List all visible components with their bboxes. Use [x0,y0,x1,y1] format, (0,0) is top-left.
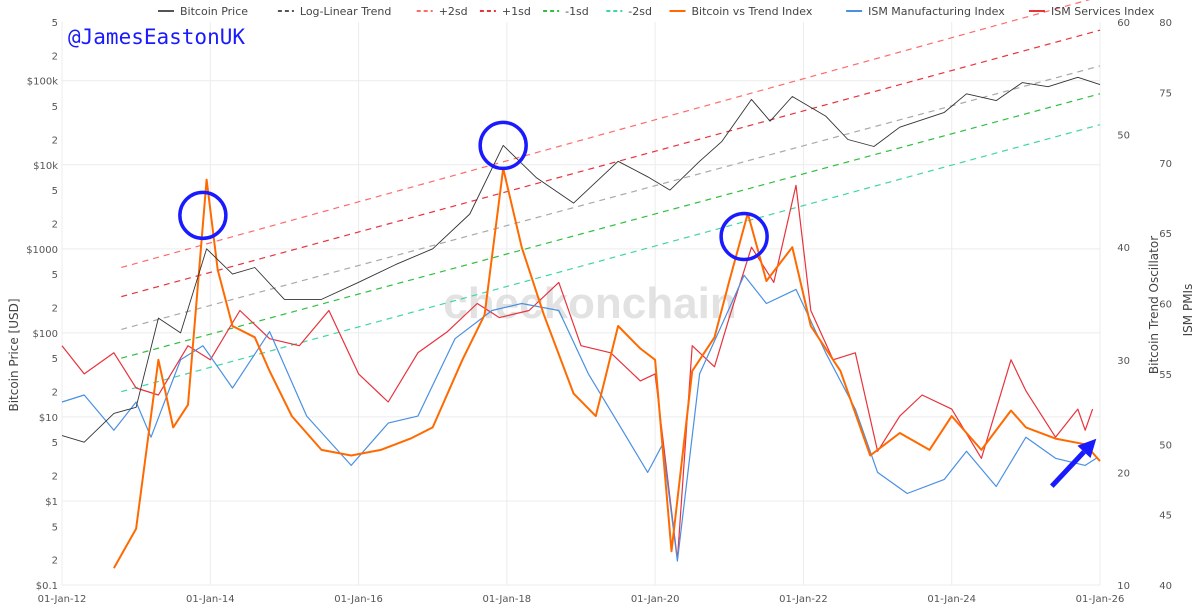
legend: Bitcoin Price Log-Linear Trend +2sd +1sd -1s… [158,5,1155,18]
highlight-circle [178,190,228,241]
price-minor-tick-label: 2 [52,220,58,231]
price-tick-label: $10 [39,413,58,424]
series-line [61,274,1097,562]
series-group [61,76,1101,569]
legend-label: -2sd [628,5,652,18]
pmi-tick-label: 55 [1159,370,1172,381]
price-minor-tick-label: 5 [52,18,58,29]
pmi-tick-label: 40 [1159,581,1172,592]
annotations [178,120,1097,488]
price-minor-tick-label: 5 [52,102,58,113]
price-minor-tick-label: 2 [52,388,58,399]
x-tick-label: 01-Jan-20 [631,594,680,605]
price-axis-title: Bitcoin Price [USD] [7,298,21,411]
pmi-tick-label: 70 [1159,159,1172,170]
price-tick-label: $100 [33,329,58,340]
price-tick-label: $0.1 [36,581,58,592]
oscillator-tick-label: 10 [1117,581,1130,592]
series-line [113,167,1101,569]
oscillator-tick-label: 40 [1117,243,1130,254]
series-line [61,76,1101,443]
trend-band-line [121,93,1101,359]
price-minor-tick-label: 5 [52,354,58,365]
arrow-shaft [1049,450,1086,488]
pmi-tick-label: 60 [1159,300,1172,311]
oscillator-tick-label: 60 [1117,18,1130,29]
legend-label: Bitcoin vs Trend Index [692,5,813,18]
pmi-tick-label: 45 [1159,511,1172,522]
legend-label: Log-Linear Trend [300,5,391,18]
watermark: checkonchain [443,279,736,328]
highlight-circle [719,211,769,262]
oscillator-axis-title: Bitcoin Trend Oscillator [1147,236,1161,374]
trend-band-line [121,29,1101,298]
highlight-circle [478,120,528,171]
pmi-axis-title: ISM PMIs [1181,284,1195,337]
pmi-tick-label: 65 [1159,229,1172,240]
legend-label: ISM Manufacturing Index [868,5,1005,18]
pmi-tick-label: 50 [1159,440,1172,451]
price-minor-tick-label: 5 [52,186,58,197]
x-tick-label: 01-Jan-14 [186,594,235,605]
x-axis-ticks: 01-Jan-12 01-Jan-14 01-Jan-16 01-Jan-18 01-J… [38,594,1125,605]
pmi-tick-label: 80 [1159,18,1172,29]
oscillator-tick-label: 20 [1117,468,1130,479]
trend-bands [121,0,1101,393]
price-minor-tick-label: 5 [52,522,58,533]
price-minor-tick-label: 2 [52,556,58,567]
x-tick-label: 01-Jan-26 [1076,594,1125,605]
x-tick-label: 01-Jan-18 [483,594,532,605]
price-tick-label: $100k [27,77,58,88]
x-tick-label: 01-Jan-22 [779,594,828,605]
trend-band-line [121,124,1101,393]
price-tick-label: $1 [45,497,58,508]
x-tick-label: 01-Jan-16 [334,594,383,605]
price-tick-label: $10k [33,161,58,172]
price-minor-tick-label: 2 [52,304,58,315]
legend-label: +1sd [502,5,531,18]
legend-label: ISM Services Index [1051,5,1155,18]
price-minor-tick-label: 2 [52,135,58,146]
oscillator-tick-label: 50 [1117,131,1130,142]
author-handle: @JamesEastonUK [68,25,245,49]
oscillator-tick-label: 30 [1117,356,1130,367]
price-minor-tick-label: 2 [52,51,58,62]
arrow-head [1077,438,1097,459]
price-axis-ticks: $0.1 $1 $10 $100 $1000 $10k $100k 2 5 2 5 2 5 2 5 2 5 2 5 2… [26,18,58,592]
x-tick-label: 01-Jan-24 [927,594,976,605]
x-tick-label: 01-Jan-12 [38,594,87,605]
legend-label: +2sd [439,5,468,18]
price-minor-tick-label: 5 [52,270,58,281]
trend-band-line [121,0,1091,269]
price-tick-label: $1000 [26,245,58,256]
legend-label: -1sd [565,5,589,18]
oscillator-axis-ticks: 10 20 30 40 50 60 [1117,18,1130,592]
pmi-axis-ticks: 40 45 50 55 60 65 70 75 80 [1159,18,1172,592]
pmi-tick-label: 75 [1159,88,1172,99]
series-line [61,184,1094,561]
price-minor-tick-label: 2 [52,472,58,483]
gridlines [61,22,1101,586]
price-minor-tick-label: 5 [52,438,58,449]
trend-band-line [121,65,1101,330]
legend-label: Bitcoin Price [180,5,248,18]
